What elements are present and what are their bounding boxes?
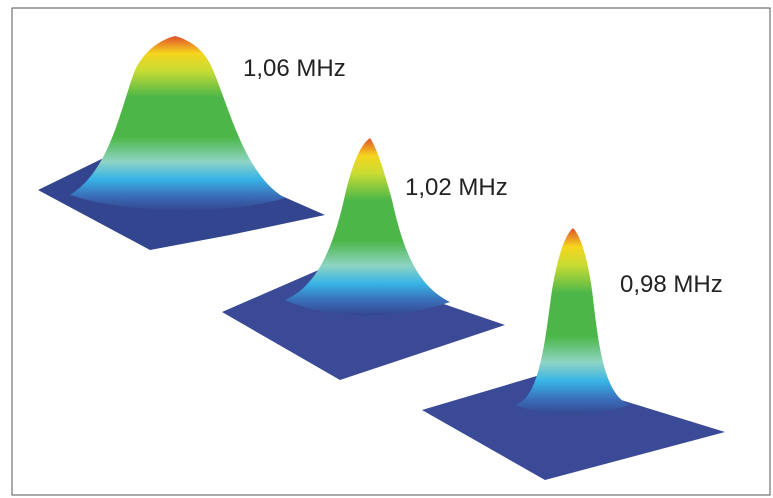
surface xyxy=(285,138,450,315)
figure: 1,06 MHz 1,02 MHz 0,98 MHz xyxy=(0,0,773,498)
frequency-label: 1,06 MHz xyxy=(243,55,346,82)
frequency-label: 0,98 MHz xyxy=(620,271,723,298)
peak-3 xyxy=(422,228,725,480)
frequency-label: 1,02 MHz xyxy=(405,174,508,201)
